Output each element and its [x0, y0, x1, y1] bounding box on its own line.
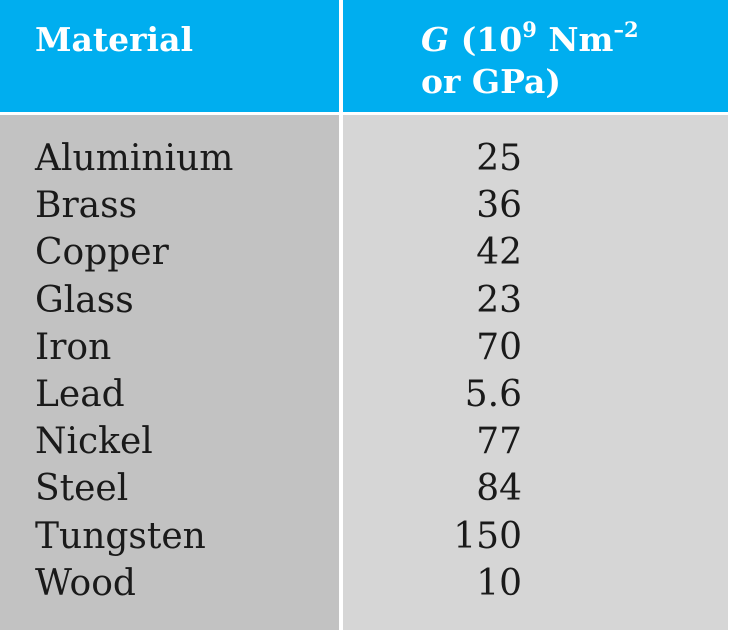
header-g-open: (10	[460, 20, 523, 59]
table-row-g-value: 150	[453, 515, 522, 557]
table-row-g-value: 77	[476, 421, 522, 463]
g-value-list: 25 36 42 23 70 5.6 77 84 150 10	[420, 135, 522, 607]
table-row-g-value: 5.6	[464, 373, 522, 415]
table-row-material: Aluminium	[35, 138, 234, 179]
table-row-material: Tungsten	[35, 515, 206, 557]
header-g-unit-exp: –2	[613, 17, 639, 42]
table-row-material: Glass	[35, 279, 134, 321]
table-row-material: Iron	[35, 326, 112, 368]
table-row-material: Steel	[35, 468, 129, 510]
table-row-material: Copper	[35, 232, 169, 274]
material-column	[0, 115, 339, 630]
table-row-g-value: 10	[476, 562, 522, 604]
header-g-cell: G (109 Nm–2 or GPa)	[343, 0, 728, 112]
table-row-g-value: 84	[476, 468, 522, 510]
header-material: Material	[35, 20, 193, 59]
table-row-g-value: 70	[476, 326, 522, 368]
header-g-exp: 9	[522, 17, 537, 42]
table-row-g-value: 25	[476, 138, 522, 179]
header-g-symbol: G	[421, 20, 450, 59]
table-row-material: Nickel	[35, 421, 153, 463]
table-row-material: Lead	[35, 373, 125, 415]
material-list: Aluminium Brass Copper Glass Iron Lead N…	[35, 135, 233, 607]
table-row-g-value: 23	[476, 279, 522, 321]
table-row-material: Wood	[35, 562, 136, 604]
table-row-g-value: 36	[476, 185, 522, 227]
table-row-material: Brass	[35, 185, 138, 227]
header-g-unit: Nm	[536, 20, 614, 59]
table-row-g-value: 42	[476, 232, 522, 274]
g-column	[343, 115, 728, 630]
header-material-cell: Material	[0, 0, 339, 112]
header-g-line2: or GPa)	[421, 62, 561, 101]
header-g: G (109 Nm–2 or GPa)	[421, 19, 721, 103]
